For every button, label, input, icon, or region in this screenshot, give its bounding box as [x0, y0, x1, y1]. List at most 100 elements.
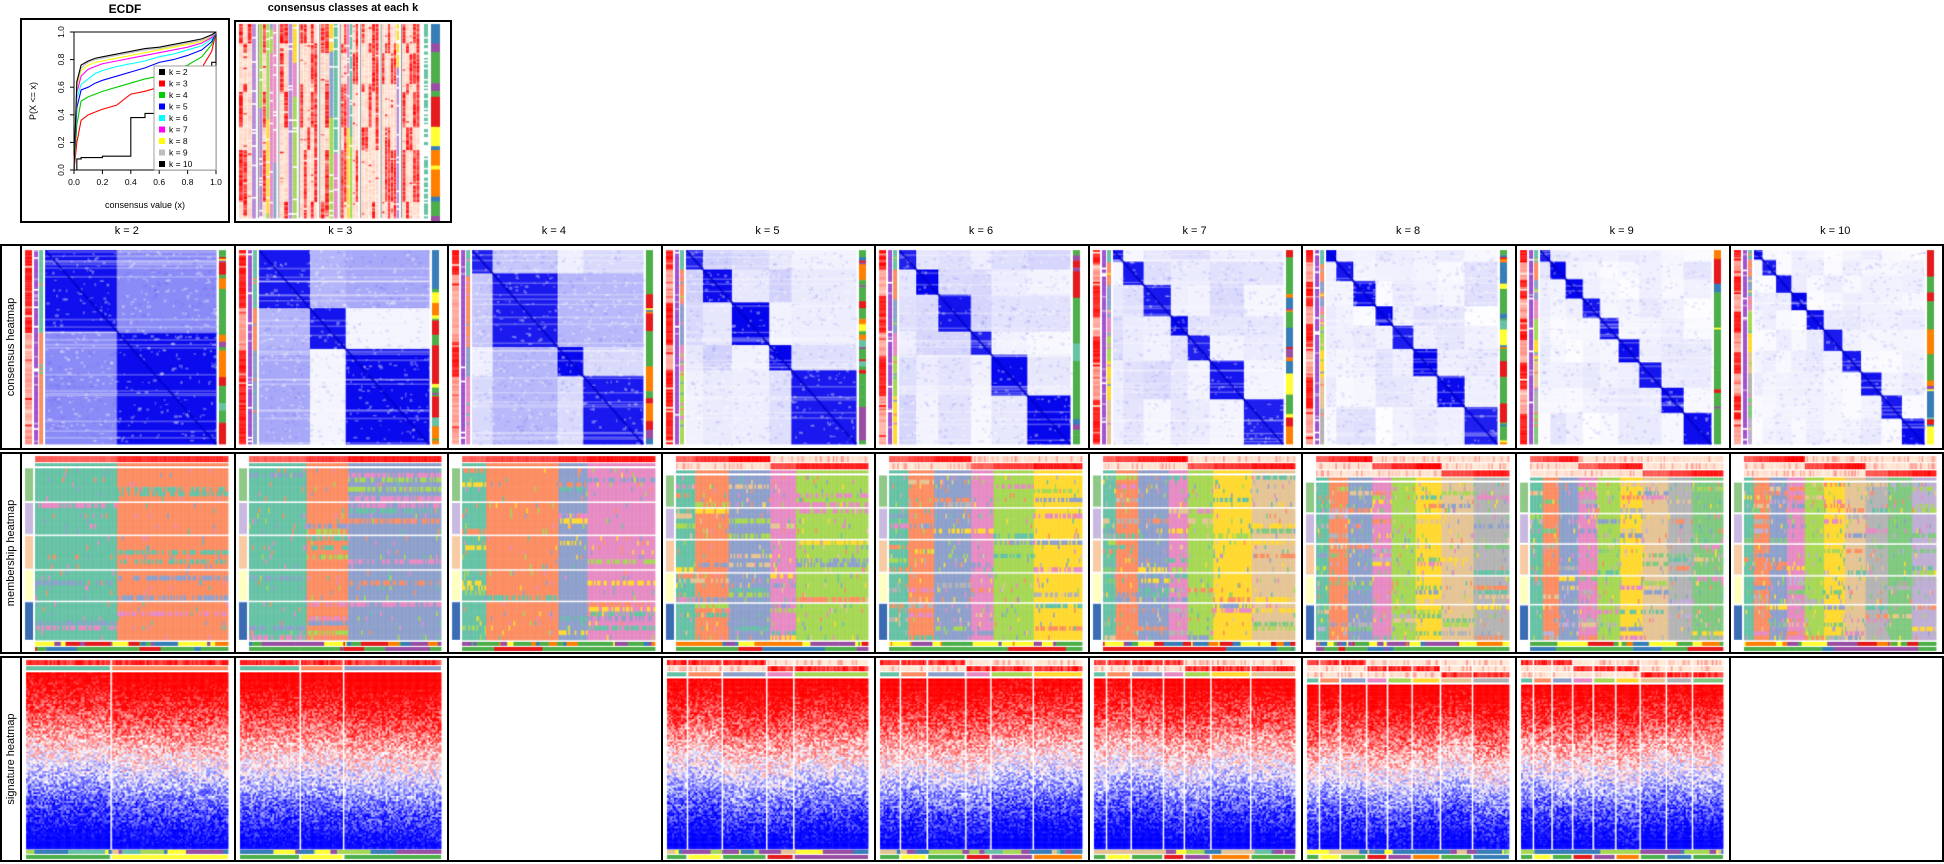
signature-panel-k6 — [874, 658, 1088, 860]
membership-row-label-text: membership heatmap — [5, 499, 17, 607]
svg-text:k = 10: k = 10 — [169, 159, 193, 169]
k-header-label-10: k = 10 — [1820, 225, 1851, 237]
k-header-label-2: k = 2 — [114, 225, 139, 237]
ecdf-plot-panel: 0.0 0.2 0.4 0.6 0.8 1.0 0.0 0.2 0.4 0.6 0.8 1.0 cons… — [20, 18, 230, 223]
membership-heatmap-heatmap-canvas-k2 — [22, 454, 234, 652]
consensus-heatmap-panel-k8 — [1301, 246, 1515, 448]
membership-heatmap-heatmap-canvas-k10 — [1730, 454, 1943, 652]
svg-text:0.4: 0.4 — [56, 109, 66, 121]
membership-heatmap-panel-k7 — [1087, 454, 1302, 652]
membership-heatmap-panel-k4 — [447, 454, 661, 652]
svg-text:k = 2: k = 2 — [169, 67, 188, 77]
consensus-heatmap-heatmap-canvas-k6 — [876, 246, 1088, 448]
membership-heatmap-heatmap-canvas-k4 — [449, 454, 661, 652]
ecdf-plot: 0.0 0.2 0.4 0.6 0.8 1.0 0.0 0.2 0.4 0.6 0.8 1.0 cons… — [28, 26, 222, 210]
consensus-heatmap-heatmap-canvas-k9 — [1516, 246, 1729, 448]
signature-heatmap-canvas-k9 — [1516, 658, 1729, 860]
membership-heatmap-row: membership heatmap — [0, 452, 1944, 654]
k-header-label-6: k = 6 — [968, 225, 994, 237]
consensus-classes-panel — [234, 20, 452, 223]
svg-text:0.0: 0.0 — [56, 164, 66, 176]
signature-panel-k3 — [233, 658, 448, 860]
svg-text:1.0: 1.0 — [56, 26, 66, 38]
membership-row-label: membership heatmap — [2, 454, 20, 652]
signature-heatmap-canvas-k5 — [662, 658, 875, 860]
membership-heatmap-heatmap-canvas-k5 — [662, 454, 875, 652]
membership-heatmap-panel-k3 — [233, 454, 448, 652]
svg-text:0.6: 0.6 — [56, 81, 66, 93]
consensus-heatmap-heatmap-canvas-k8 — [1303, 246, 1515, 448]
k-header-label-3: k = 3 — [328, 225, 353, 237]
membership-heatmap-panel-k6 — [874, 454, 1088, 652]
svg-text:0.2: 0.2 — [56, 136, 66, 148]
svg-text:k = 6: k = 6 — [169, 113, 188, 123]
svg-text:k = 5: k = 5 — [169, 102, 188, 112]
consensus-heatmap-panel-k2 — [20, 246, 234, 448]
consensus-heatmap-panel-k7 — [1087, 246, 1302, 448]
signature-heatmap-canvas-k7 — [1089, 658, 1302, 860]
membership-heatmap-panel-k10 — [1728, 454, 1943, 652]
svg-text:k = 8: k = 8 — [169, 136, 188, 146]
svg-text:1.0: 1.0 — [210, 177, 222, 187]
svg-text:0.6: 0.6 — [153, 177, 165, 187]
svg-text:0.4: 0.4 — [125, 177, 137, 187]
consensus-heatmap-panel-k10 — [1728, 246, 1943, 448]
signature-heatmap-canvas-k2 — [22, 658, 234, 860]
signature-heatmap-row: signature heatmap — [0, 656, 1944, 862]
signature-panel-k5 — [660, 658, 875, 860]
membership-heatmap-panel-k5 — [660, 454, 875, 652]
membership-heatmap-heatmap-canvas-k3 — [235, 454, 448, 652]
svg-text:k = 9: k = 9 — [169, 148, 188, 158]
membership-heatmap-heatmap-canvas-k6 — [876, 454, 1088, 652]
svg-text:k = 3: k = 3 — [169, 79, 188, 89]
membership-heatmap-heatmap-canvas-k8 — [1303, 454, 1515, 652]
consensus-row-label: consensus heatmap — [2, 246, 20, 448]
consensus-heatmap-panel-k3 — [233, 246, 448, 448]
consensus-heatmap-heatmap-canvas-k7 — [1089, 246, 1302, 448]
consensus-heatmap-heatmap-canvas-k2 — [22, 246, 234, 448]
membership-heatmap-panel-k8 — [1301, 454, 1515, 652]
consensus-heatmap-panel-k5 — [660, 246, 875, 448]
membership-heatmap-panel-k2 — [20, 454, 234, 652]
consensus-heatmap-panel-k4 — [447, 246, 661, 448]
signature-heatmap-canvas-k3 — [235, 658, 448, 860]
svg-text:k = 7: k = 7 — [169, 125, 188, 135]
ecdf-title: ECDF — [108, 2, 142, 16]
signature-heatmap-canvas-k6 — [876, 658, 1088, 860]
signature-panel-k10 — [1728, 658, 1943, 860]
k-header-label-7: k = 7 — [1182, 225, 1207, 237]
signature-heatmap-canvas-k8 — [1303, 658, 1515, 860]
signature-panel-k2 — [20, 658, 234, 860]
svg-text:0.0: 0.0 — [68, 177, 80, 187]
signature-panel-k8 — [1301, 658, 1515, 860]
signature-panel-k9 — [1514, 658, 1729, 860]
signature-row-label-text: signature heatmap — [5, 713, 17, 805]
membership-heatmap-heatmap-canvas-k7 — [1089, 454, 1302, 652]
consensus-heatmap-row: consensus heatmap — [0, 244, 1944, 450]
k-header-label-8: k = 8 — [1396, 225, 1421, 237]
svg-text:consensus value (x): consensus value (x) — [105, 200, 185, 210]
consensus-heatmap-heatmap-canvas-k5 — [662, 246, 875, 448]
signature-panel-k7 — [1087, 658, 1302, 860]
consensus-heatmap-panel-k6 — [874, 246, 1088, 448]
k-header-label-5: k = 5 — [755, 225, 780, 237]
consensus-classes-title: consensus classes at each k — [267, 2, 419, 14]
consensus-heatmap-heatmap-canvas-k3 — [235, 246, 448, 448]
consensus-heatmap-heatmap-canvas-k10 — [1730, 246, 1943, 448]
k-header-label-9: k = 9 — [1609, 225, 1634, 237]
consensus-classes-heatmap-canvas — [236, 22, 450, 221]
svg-text:0.2: 0.2 — [96, 177, 108, 187]
k-header-label-4: k = 4 — [541, 225, 566, 237]
svg-text:0.8: 0.8 — [182, 177, 194, 187]
consensus-heatmap-panel-k9 — [1514, 246, 1729, 448]
consensus-row-label-text: consensus heatmap — [5, 297, 17, 397]
consensus-heatmap-heatmap-canvas-k4 — [449, 246, 661, 448]
svg-text:P(X <= x): P(X <= x) — [28, 82, 38, 120]
membership-heatmap-panel-k9 — [1514, 454, 1729, 652]
signature-panel-k4 — [447, 658, 661, 860]
membership-heatmap-heatmap-canvas-k9 — [1516, 454, 1729, 652]
svg-text:k = 4: k = 4 — [169, 90, 188, 100]
svg-text:0.8: 0.8 — [56, 53, 66, 65]
signature-row-label: signature heatmap — [2, 658, 20, 860]
